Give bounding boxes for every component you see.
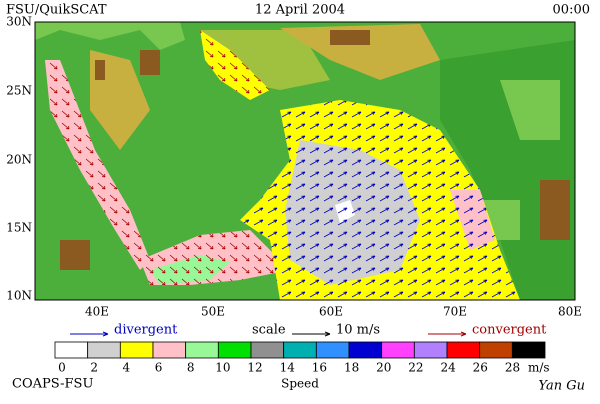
colorbar-label: 26 [473,361,488,375]
colorbar-title: Speed [281,377,319,391]
colorbar-swatch [315,341,350,359]
colorbar-label: 8 [187,361,195,375]
colorbar-swatch [283,341,317,359]
colorbar-swatch [348,341,383,359]
lon-label: 80E [558,305,582,319]
colorbar-swatch [446,341,481,359]
header-time: 00:00 [553,3,590,18]
colorbar-label: 2 [90,361,98,375]
lon-label: 40E [85,305,109,319]
lat-label: 25N [6,84,32,98]
colorbar-label: 22 [408,361,423,375]
lat-label: 30N [6,15,32,29]
lat-label: 20N [6,153,32,167]
legend-divergent: divergent [114,323,178,338]
colorbar-swatch [381,341,415,359]
colorbar-label: 16 [312,361,327,375]
legend-scale: scale [252,323,286,338]
legend: divergent scale 10 m/s convergent [70,323,547,338]
lat-label: 10N [6,289,32,303]
colorbar-label: 4 [123,361,131,375]
legend-convergent: convergent [472,323,547,338]
footer-left: COAPS-FSU [12,377,93,392]
header-date: 12 April 2004 [255,3,345,18]
lon-labels: 40E 50E 60E 70E 80E [85,305,582,319]
colorbar-swatch [479,341,513,359]
colorbar-label: 28 [505,361,520,375]
colorbar-swatch [185,341,219,359]
colorbar-label: 18 [344,361,359,375]
colorbar-swatch [152,341,187,359]
colorbar-swatch [250,341,285,359]
colorbar-label: 6 [155,361,163,375]
colorbar-label: 20 [376,361,391,375]
footer-right: Yan Gu [538,379,585,394]
colorbar-swatch [217,341,252,359]
lon-label: 70E [443,305,467,319]
colorbar-swatch [511,341,546,359]
colorbar-label: 10 [215,361,230,375]
header-left: FSU/QuikSCAT [6,3,107,18]
lat-label: 15N [6,221,32,235]
colorbar-swatch [413,341,448,359]
colorbar-swatch [54,341,89,359]
colorbar-label: 24 [440,361,456,375]
colorbar-label: 0 [58,361,66,375]
legend-scale-value: 10 m/s [336,323,380,338]
colorbar-label: 14 [280,361,296,375]
map [34,21,576,301]
lon-label: 50E [201,305,225,319]
colorbar-swatch [87,341,121,359]
colorbar-unit: m/s [528,361,550,375]
colorbar-swatch [119,341,154,359]
lon-label: 60E [319,305,343,319]
lat-labels: 30N 25N 20N 15N 10N [6,15,32,303]
colorbar: 0 2 4 6 8 10 12 14 16 18 20 22 24 26 28 m/s [54,341,550,375]
colorbar-label: 12 [247,361,262,375]
